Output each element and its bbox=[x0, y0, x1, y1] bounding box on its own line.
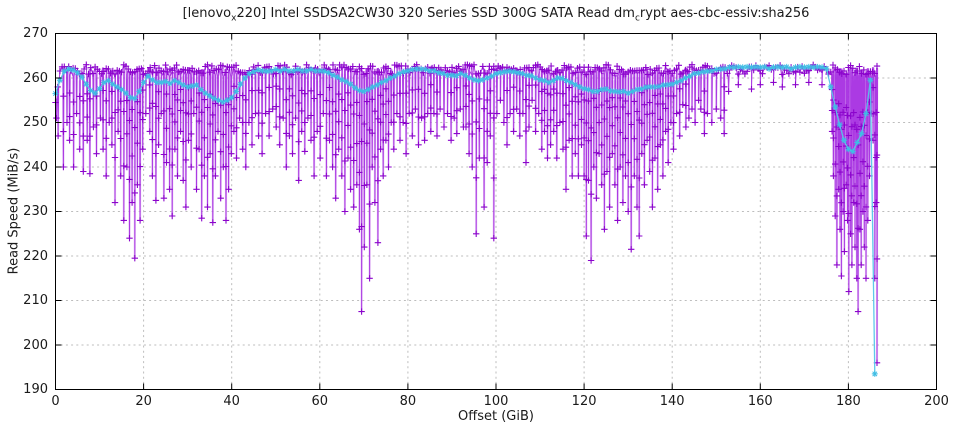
x-tick-label: 20 bbox=[135, 394, 152, 409]
x-tick-label: 140 bbox=[659, 394, 685, 409]
chart-title-sub-x: x bbox=[231, 13, 237, 24]
y-tick-label: 230 bbox=[23, 204, 48, 219]
plot-border bbox=[55, 33, 937, 390]
y-tick-label: 190 bbox=[23, 382, 48, 397]
y-tick-label: 240 bbox=[23, 159, 48, 175]
y-tick-label: 260 bbox=[23, 70, 48, 86]
x-tick-label: 0 bbox=[51, 394, 60, 409]
y-tick-label: 250 bbox=[23, 115, 48, 130]
x-tick-label: 200 bbox=[924, 394, 949, 409]
x-tick-label: 60 bbox=[311, 394, 329, 409]
y-tick-label: 270 bbox=[23, 26, 48, 41]
x-tick-label: 160 bbox=[747, 394, 773, 409]
y-tick-label: 220 bbox=[23, 248, 48, 264]
x-tick-label: 180 bbox=[835, 394, 861, 409]
x-tick-label: 40 bbox=[223, 394, 240, 409]
chart-title-text: [lenovo bbox=[182, 6, 232, 21]
x-tick-label: 120 bbox=[571, 394, 597, 409]
chart-title-sub-c: c bbox=[634, 13, 640, 24]
chart-title: [lenovox220] Intel SSDSA2CW30 320 Series… bbox=[182, 6, 810, 24]
x-axis-label: Offset (GiB) bbox=[458, 409, 534, 424]
y-tick-label: 210 bbox=[23, 293, 48, 308]
x-tick-label: 80 bbox=[399, 394, 417, 409]
y-tick-label: 200 bbox=[23, 337, 48, 353]
x-tick-label: 100 bbox=[483, 394, 509, 409]
